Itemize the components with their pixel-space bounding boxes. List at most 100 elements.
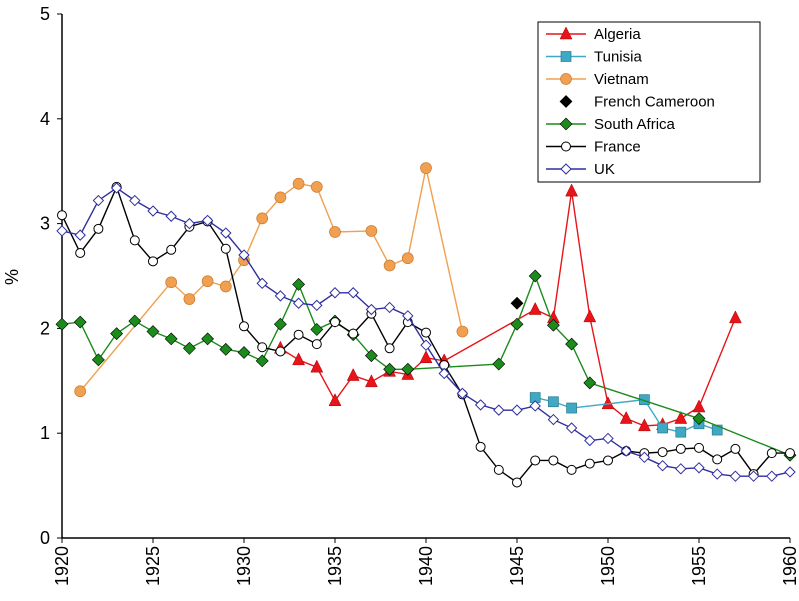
marker (292, 297, 305, 309)
marker (165, 210, 177, 222)
marker (93, 223, 104, 234)
marker (183, 217, 196, 230)
marker (365, 303, 378, 316)
y-tick-label: 3 (40, 214, 50, 234)
marker (365, 225, 378, 237)
marker (110, 327, 124, 341)
marker (201, 275, 214, 288)
marker (239, 321, 249, 332)
marker (148, 256, 158, 267)
marker (546, 318, 560, 332)
marker (692, 399, 706, 413)
marker (602, 432, 614, 445)
marker (147, 205, 159, 217)
marker (129, 194, 141, 207)
marker (420, 339, 432, 351)
marker (384, 343, 395, 354)
marker (220, 227, 232, 239)
marker (566, 464, 577, 475)
marker (693, 462, 705, 474)
marker (329, 226, 341, 238)
x-tick-label: 1955 (689, 546, 709, 586)
series-line (280, 191, 737, 427)
y-tick-label: 1 (40, 423, 50, 443)
marker (528, 301, 542, 315)
marker (637, 418, 651, 432)
y-tick-label: 0 (40, 528, 50, 548)
marker (237, 346, 251, 359)
marker (329, 287, 341, 299)
marker (728, 310, 742, 324)
marker (511, 404, 523, 416)
x-tick-label: 1960 (780, 546, 799, 586)
marker (292, 177, 305, 190)
marker (164, 332, 178, 346)
marker (492, 357, 506, 371)
marker (74, 229, 86, 241)
marker (565, 183, 579, 197)
marker (292, 352, 306, 366)
marker (330, 317, 340, 328)
marker (275, 346, 286, 357)
legend-marker (560, 51, 572, 62)
legend-label: UK (594, 161, 615, 178)
marker (293, 329, 304, 340)
marker (547, 413, 560, 426)
marker (348, 328, 359, 339)
marker (311, 339, 322, 350)
legend-marker (560, 163, 572, 175)
legend-label: Algeria (594, 26, 641, 43)
marker (219, 342, 233, 356)
marker (166, 244, 177, 255)
marker (692, 412, 706, 425)
marker (328, 393, 342, 406)
marker (510, 296, 524, 310)
marker (128, 314, 142, 328)
marker (201, 214, 214, 227)
marker (183, 293, 196, 305)
marker (110, 182, 123, 194)
legend-label: Vietnam (594, 71, 649, 88)
marker (255, 354, 269, 368)
marker (548, 396, 559, 408)
marker (528, 269, 542, 283)
x-tick-label: 1920 (52, 546, 72, 586)
marker (401, 362, 415, 376)
legend-label: Tunisia (594, 49, 642, 66)
marker (657, 447, 668, 458)
marker (729, 470, 742, 482)
marker (475, 441, 486, 452)
marker (530, 455, 541, 466)
marker (310, 181, 323, 193)
marker (584, 434, 596, 447)
legend-label: France (594, 139, 641, 156)
marker (421, 327, 431, 338)
legend-marker (560, 73, 572, 85)
marker (512, 477, 522, 488)
marker (566, 402, 577, 414)
legend-box (537, 21, 761, 183)
marker (75, 247, 86, 258)
marker (656, 459, 669, 472)
marker (420, 162, 432, 174)
marker (493, 404, 505, 416)
marker (91, 353, 105, 367)
marker (493, 464, 504, 475)
marker (784, 466, 796, 478)
marker (201, 332, 215, 346)
marker (548, 455, 559, 466)
x-tick-label: 1935 (325, 546, 345, 586)
marker (583, 309, 597, 323)
marker (638, 451, 651, 464)
marker (675, 443, 686, 454)
legend-marker (561, 141, 571, 152)
marker (182, 341, 196, 355)
marker (694, 442, 704, 453)
y-tick-label: 5 (40, 4, 50, 24)
marker (74, 385, 87, 398)
x-tick-label: 1950 (598, 546, 618, 586)
marker (273, 317, 287, 331)
marker (220, 243, 231, 254)
marker (529, 400, 541, 412)
